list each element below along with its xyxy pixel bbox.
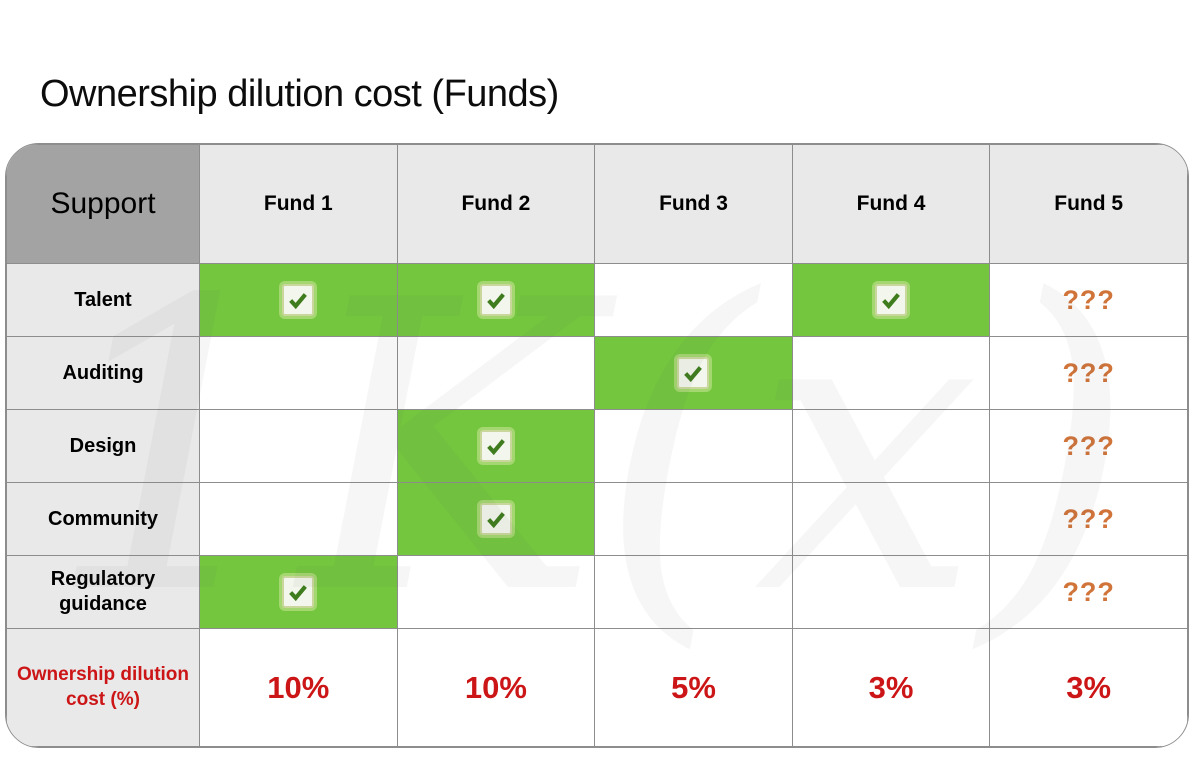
unknown-cell: ??? [989, 555, 1188, 629]
unknown-cell: ??? [989, 482, 1188, 556]
page-title: Ownership dilution cost (Funds) [40, 73, 559, 116]
corner-header-support: Support [6, 144, 200, 264]
empty-cell [791, 555, 991, 629]
row-label: Design [6, 409, 200, 483]
dilution-cost-table-container: Support Fund 1 Fund 2 Fund 3 Fund 4 Fund 5 T… [5, 143, 1189, 748]
footer-row: Ownership dilution cost (%) 10% 10% 5% 3% 3% [6, 628, 1188, 747]
footer-row-label: Ownership dilution cost (%) [6, 628, 200, 747]
checked-cell [199, 555, 398, 629]
dilution-percentage-cell: 3% [989, 628, 1188, 747]
empty-cell [396, 336, 596, 410]
empty-cell [791, 336, 991, 410]
unknown-cell: ??? [989, 336, 1188, 410]
empty-cell [199, 482, 398, 556]
empty-cell [199, 409, 398, 483]
row-label: Talent [6, 263, 200, 337]
column-header-fund-5: Fund 5 [989, 144, 1188, 264]
column-header-fund-3: Fund 3 [594, 144, 793, 264]
header-row: Support Fund 1 Fund 2 Fund 3 Fund 4 Fund 5 [6, 144, 1188, 264]
table-row: Regulatory guidance??? [6, 555, 1188, 629]
row-label: Auditing [6, 336, 200, 410]
checkbox-icon [479, 284, 512, 316]
dilution-percentage-cell: 5% [594, 628, 793, 747]
empty-cell [199, 336, 398, 410]
row-label: Regulatory guidance [6, 555, 200, 629]
checked-cell [594, 336, 793, 410]
empty-cell [791, 409, 991, 483]
column-header-fund-1: Fund 1 [199, 144, 398, 264]
checkbox-icon [479, 503, 512, 535]
table-row: Design??? [6, 409, 1188, 483]
checkbox-icon [875, 284, 908, 316]
unknown-cell: ??? [989, 409, 1188, 483]
dilution-cost-table: Support Fund 1 Fund 2 Fund 3 Fund 4 Fund 5 T… [6, 144, 1188, 747]
dilution-percentage-cell: 3% [791, 628, 991, 747]
column-header-fund-2: Fund 2 [396, 144, 596, 264]
unknown-cell: ??? [989, 263, 1188, 337]
empty-cell [594, 409, 793, 483]
checked-cell [791, 263, 991, 337]
empty-cell [594, 555, 793, 629]
table-row: Auditing??? [6, 336, 1188, 410]
checkbox-icon [479, 430, 512, 462]
column-header-fund-4: Fund 4 [791, 144, 991, 264]
checked-cell [199, 263, 398, 337]
dilution-percentage-cell: 10% [396, 628, 596, 747]
checkbox-icon [282, 284, 315, 316]
empty-cell [791, 482, 991, 556]
checked-cell [396, 409, 596, 483]
checked-cell [396, 263, 596, 337]
checkbox-icon [677, 357, 710, 389]
table-row: Talent??? [6, 263, 1188, 337]
table-body: Talent??? Auditing??? Design??? Community??… [6, 263, 1188, 747]
empty-cell [594, 263, 793, 337]
empty-cell [396, 555, 596, 629]
checked-cell [396, 482, 596, 556]
empty-cell [594, 482, 793, 556]
row-label: Community [6, 482, 200, 556]
dilution-percentage-cell: 10% [199, 628, 398, 747]
table-row: Community??? [6, 482, 1188, 556]
checkbox-icon [282, 576, 315, 608]
